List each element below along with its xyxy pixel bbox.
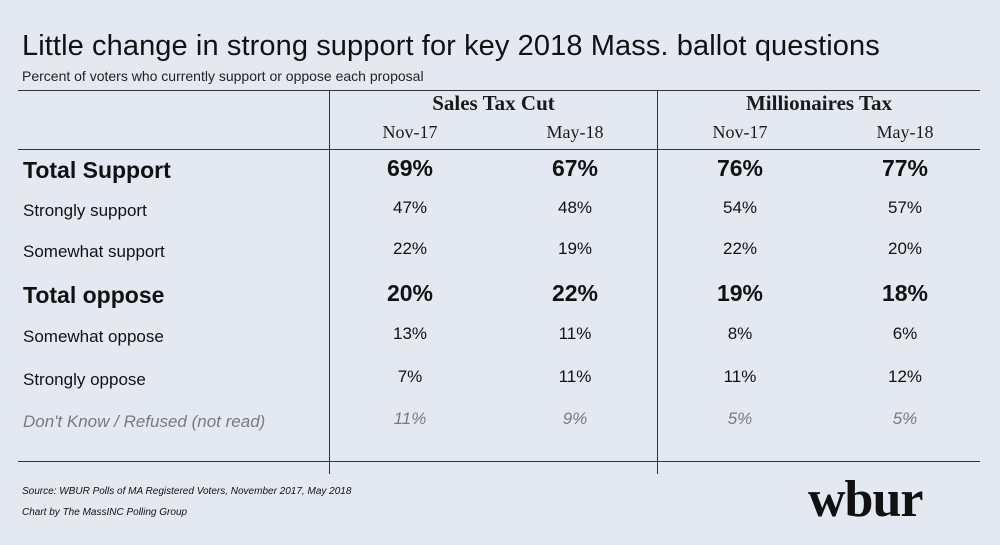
- cell-total-oppose-3: 18%: [881, 280, 929, 306]
- source-note: Source: WBUR Polls of MA Registered Vote…: [22, 486, 352, 497]
- row-label-somewhat-support: Somewhat support: [23, 242, 165, 261]
- cell-strongly-oppose-3: 12%: [887, 367, 923, 386]
- cell-dont-know-3: 5%: [892, 409, 918, 428]
- group-header-millionaires-tax: Millionaires Tax: [745, 91, 893, 115]
- cell-somewhat-support-3: 20%: [887, 239, 923, 258]
- cell-somewhat-support-1: 19%: [557, 239, 593, 258]
- cell-total-oppose-2: 19%: [716, 280, 764, 306]
- cell-strongly-support-3: 57%: [887, 198, 923, 217]
- cell-strongly-support-1: 48%: [557, 198, 593, 217]
- cell-total-support-3: 77%: [881, 155, 929, 181]
- column-header-3: May-18: [876, 122, 934, 142]
- header-rule-top: [18, 90, 980, 91]
- chart-title: Little change in strong support for key …: [22, 30, 880, 62]
- column-header-2: Nov-17: [712, 122, 768, 142]
- cell-somewhat-oppose-3: 6%: [892, 324, 918, 343]
- cell-dont-know-1: 9%: [562, 409, 588, 428]
- chart-subtitle: Percent of voters who currently support …: [22, 68, 424, 84]
- column-divider-middle: [657, 90, 658, 474]
- wbur-logo: wbur: [808, 471, 923, 528]
- row-label-dont-know: Don't Know / Refused (not read): [23, 412, 266, 431]
- cell-total-support-2: 76%: [716, 155, 764, 181]
- cell-strongly-support-2: 54%: [722, 198, 758, 217]
- credit-note: Chart by The MassINC Polling Group: [22, 507, 188, 518]
- cell-strongly-oppose-2: 11%: [723, 367, 757, 386]
- cell-strongly-oppose-1: 11%: [558, 367, 592, 386]
- cell-total-oppose-0: 20%: [386, 280, 434, 306]
- cell-total-support-1: 67%: [551, 155, 599, 181]
- row-label-total-oppose: Total oppose: [23, 282, 165, 308]
- cell-somewhat-support-2: 22%: [722, 239, 758, 258]
- column-divider-left: [329, 90, 330, 474]
- cell-dont-know-0: 11%: [393, 409, 427, 428]
- row-label-somewhat-oppose: Somewhat oppose: [23, 327, 164, 346]
- row-label-strongly-support: Strongly support: [23, 201, 147, 220]
- row-label-total-support: Total Support: [23, 157, 171, 183]
- column-header-0: Nov-17: [382, 122, 438, 142]
- cell-strongly-oppose-0: 7%: [397, 367, 423, 386]
- header-rule-bottom: [18, 149, 980, 150]
- cell-total-oppose-1: 22%: [551, 280, 599, 306]
- table-rule-bottom: [18, 461, 980, 462]
- column-header-1: May-18: [546, 122, 604, 142]
- cell-total-support-0: 69%: [386, 155, 434, 181]
- cell-somewhat-oppose-0: 13%: [392, 324, 428, 343]
- cell-somewhat-oppose-2: 8%: [727, 324, 753, 343]
- cell-strongly-support-0: 47%: [392, 198, 428, 217]
- cell-dont-know-2: 5%: [727, 409, 753, 428]
- row-label-strongly-oppose: Strongly oppose: [23, 370, 146, 389]
- group-header-sales-tax: Sales Tax Cut: [432, 91, 555, 115]
- cell-somewhat-support-0: 22%: [392, 239, 428, 258]
- cell-somewhat-oppose-1: 11%: [558, 324, 592, 343]
